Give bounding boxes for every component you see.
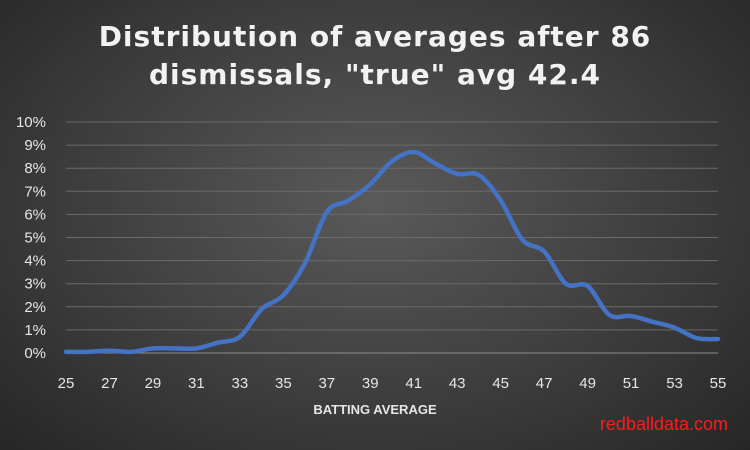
x-tick-label: 27 [101, 375, 118, 392]
y-tick-label: 3% [24, 276, 46, 293]
x-tick-label: 45 [492, 375, 509, 392]
x-axis-label: BATTING AVERAGE [313, 402, 437, 417]
y-tick-label: 7% [24, 183, 46, 200]
y-tick-label: 9% [24, 137, 46, 154]
chart-title-line-1: Distribution of averages after 86 [98, 20, 652, 53]
x-tick-label: 33 [232, 375, 249, 392]
y-tick-label: 1% [24, 322, 46, 339]
series-line [63, 149, 721, 355]
x-tick-label: 49 [579, 375, 596, 392]
x-tick-label: 39 [362, 375, 379, 392]
y-tick-label: 4% [24, 253, 46, 270]
x-tick-label: 51 [623, 375, 640, 392]
watermark: redballdata.com [599, 414, 728, 434]
x-tick-label: 55 [710, 375, 727, 392]
x-tick-label: 25 [58, 375, 75, 392]
chart-title-line-2: dismissals, "true" avg 42.4 [148, 58, 602, 91]
x-tick-label: 35 [275, 375, 292, 392]
y-tick-label: 10% [16, 114, 46, 131]
x-tick-label: 41 [405, 375, 422, 392]
y-tick-label: 2% [24, 299, 46, 316]
x-tick-label: 47 [536, 375, 553, 392]
x-tick-label: 43 [449, 375, 466, 392]
x-tick-label: 53 [666, 375, 683, 392]
y-tick-label: 6% [24, 206, 46, 223]
y-tick-label: 8% [24, 160, 46, 177]
x-tick-label: 37 [318, 375, 335, 392]
chart-title: Distribution of averages after 86 dismis… [0, 18, 750, 94]
x-tick-label: 31 [188, 375, 205, 392]
y-tick-label: 5% [24, 230, 46, 247]
y-tick-label: 0% [24, 345, 46, 362]
x-tick-label: 29 [145, 375, 162, 392]
